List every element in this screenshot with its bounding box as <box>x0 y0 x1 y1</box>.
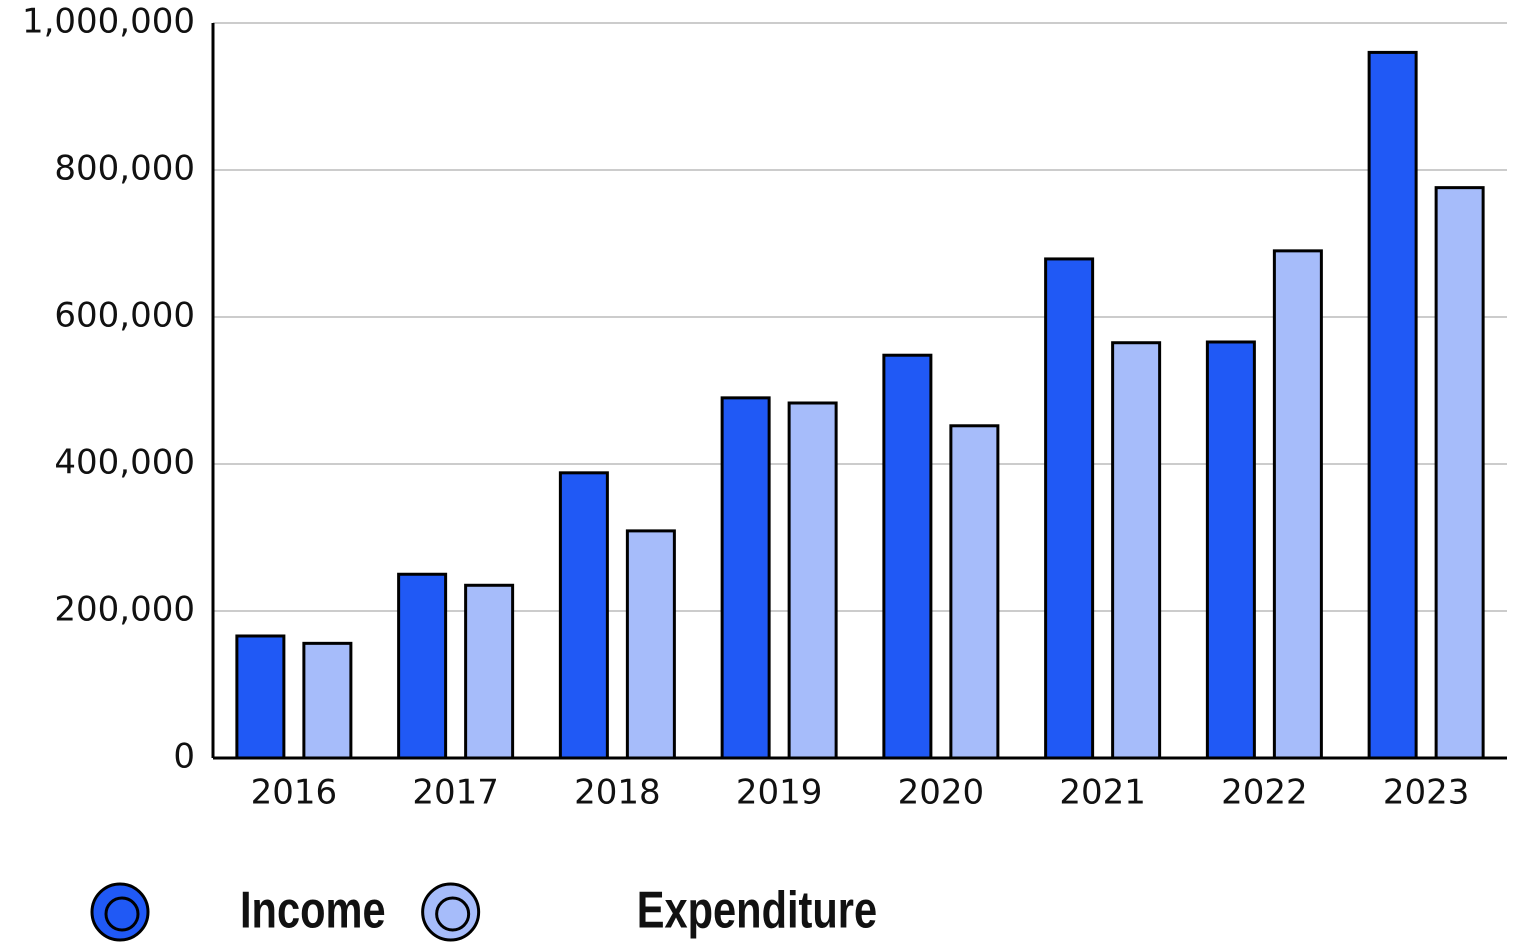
bar <box>1205 340 1256 760</box>
legend-icon <box>90 882 150 942</box>
x-tick-label: 2020 <box>898 773 985 813</box>
x-tick-label: 2016 <box>251 773 338 813</box>
legend-icon-inner <box>435 896 471 932</box>
y-tick-label: 1,000,000 <box>22 2 195 42</box>
bar <box>625 529 676 760</box>
legend-label: Income <box>240 880 386 939</box>
bar <box>882 353 933 760</box>
x-tick-label: 2021 <box>1059 773 1146 813</box>
bar <box>949 424 1000 760</box>
bar <box>464 583 515 760</box>
bar <box>1111 341 1162 760</box>
y-tick-label: 600,000 <box>54 296 195 336</box>
bar <box>1434 186 1485 760</box>
bar <box>302 641 353 760</box>
bar <box>787 401 838 760</box>
bar <box>1044 257 1095 760</box>
bar <box>235 634 286 760</box>
bar <box>720 396 771 760</box>
bar <box>397 572 448 760</box>
bar <box>1272 249 1323 760</box>
y-tick-label: 400,000 <box>54 443 195 483</box>
y-tick-label: 200,000 <box>54 590 195 630</box>
legend-icon <box>421 882 481 942</box>
x-tick-label: 2018 <box>574 773 661 813</box>
x-tick-label: 2017 <box>412 773 499 813</box>
y-tick-label: 800,000 <box>54 149 195 189</box>
legend-icon-inner <box>104 896 140 932</box>
x-tick-label: 2023 <box>1383 773 1470 813</box>
x-tick-label: 2019 <box>736 773 823 813</box>
bar <box>1367 50 1418 760</box>
legend-label: Expenditure <box>637 880 877 939</box>
bar <box>558 471 609 760</box>
x-tick-label: 2022 <box>1221 773 1308 813</box>
y-tick-label: 0 <box>173 737 195 777</box>
